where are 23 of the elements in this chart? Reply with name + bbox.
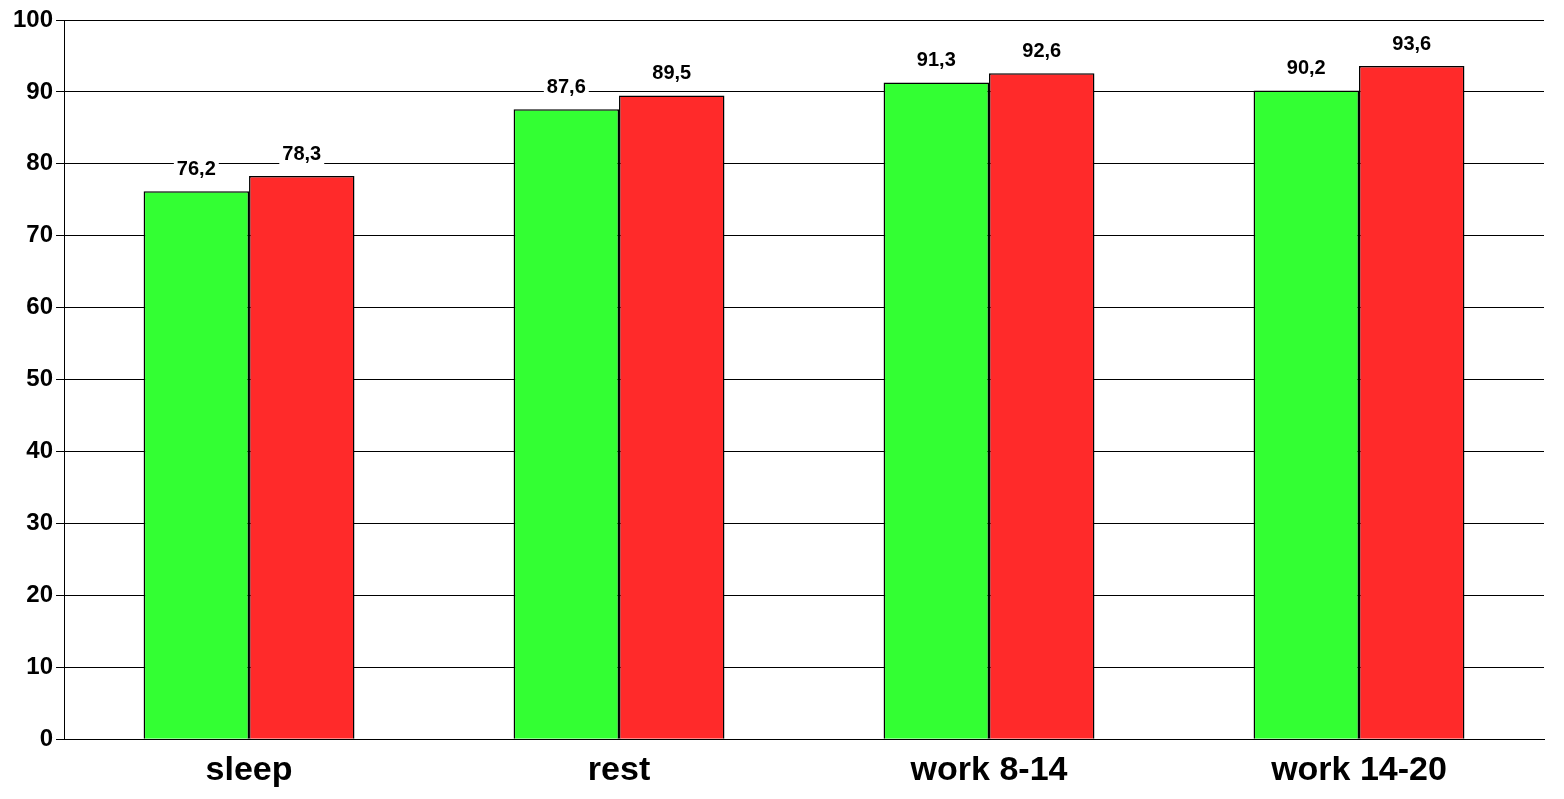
y-tick-label: 10 <box>26 651 54 679</box>
y-tick-label: 80 <box>26 148 54 176</box>
data-label: 87,6 <box>546 74 586 97</box>
x-tick-label: work 8-14 <box>909 748 1068 787</box>
y-tick-label: 0 <box>39 723 54 751</box>
x-tick-label: sleep <box>205 748 293 787</box>
y-tick-label: 90 <box>26 76 54 104</box>
data-label: 89,5 <box>652 61 692 84</box>
y-tick-label: 100 <box>13 4 54 32</box>
y-tick-label: 20 <box>26 579 54 607</box>
y-tick-label: 70 <box>26 220 54 248</box>
y-tick-label: 50 <box>26 364 54 392</box>
data-label: 92,6 <box>1022 38 1062 61</box>
y-tick-label: 30 <box>26 508 54 536</box>
data-label: 91,3 <box>916 48 956 71</box>
x-tick-label: work 14-20 <box>1270 748 1447 787</box>
data-label: 76,2 <box>176 156 216 179</box>
data-label: 90,2 <box>1286 56 1326 78</box>
data-label: 93,6 <box>1392 31 1432 54</box>
x-tick-label: rest <box>587 748 651 787</box>
y-tick-label: 60 <box>26 292 54 320</box>
data-label: 78,3 <box>282 141 322 164</box>
y-tick-label: 40 <box>26 436 54 464</box>
